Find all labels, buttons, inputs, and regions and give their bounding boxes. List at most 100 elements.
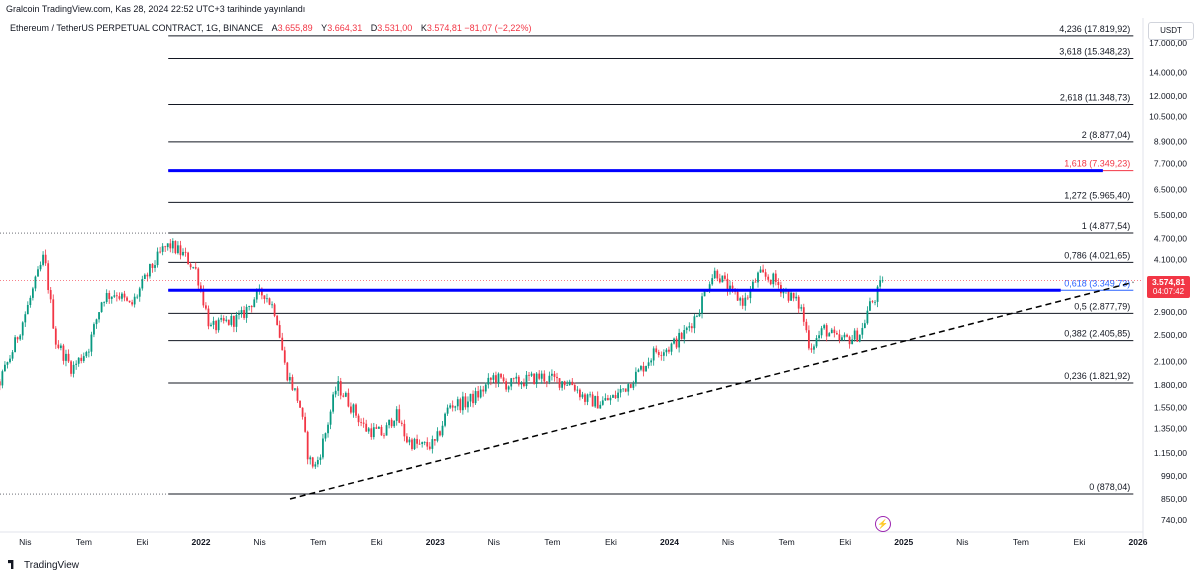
price-tick-label: 14.000,00 bbox=[1149, 68, 1187, 78]
candle-body bbox=[846, 334, 848, 337]
candle-body bbox=[739, 298, 742, 301]
candle-body bbox=[797, 296, 800, 309]
candle-body bbox=[413, 438, 416, 450]
price-tick-label: 5.500,00 bbox=[1154, 210, 1187, 220]
candle-body bbox=[212, 320, 215, 325]
candle-body bbox=[474, 391, 477, 404]
price-tick-label: 1.150,00 bbox=[1154, 448, 1187, 458]
candle-body bbox=[344, 392, 347, 397]
candle-body bbox=[838, 334, 841, 341]
candle-body bbox=[276, 315, 279, 326]
event-bolt-icon[interactable]: ⚡ bbox=[875, 516, 891, 532]
time-axis: Nis Tem Eki 2022 Nis Tem Eki 2023 Nis Tem Eki 2024 N… bbox=[0, 531, 1148, 547]
candle-body bbox=[52, 299, 55, 329]
published-caption: Gralcoin TradingView.com, Kas 28, 2024 2… bbox=[6, 4, 306, 14]
candle-body bbox=[680, 332, 683, 339]
candle-body bbox=[85, 352, 88, 357]
drawn-lines bbox=[168, 169, 1134, 500]
candle-body bbox=[128, 300, 131, 303]
candle-body bbox=[314, 464, 317, 467]
candle-body bbox=[795, 296, 798, 299]
price-tick-label: 10.500,00 bbox=[1149, 111, 1187, 121]
candle-body bbox=[19, 335, 22, 340]
candle-body bbox=[507, 386, 510, 390]
candle-body bbox=[123, 293, 126, 298]
trendline bbox=[289, 281, 1134, 500]
candle-body bbox=[517, 376, 520, 385]
candle-body bbox=[744, 297, 747, 306]
candle-body bbox=[584, 394, 586, 402]
candle-body bbox=[489, 377, 492, 380]
candle-body bbox=[879, 280, 882, 287]
fib-levels: 4,236 (17.819,92) 3,618 (15.348,23) 2,618 … bbox=[0, 24, 1143, 495]
candle-body bbox=[764, 272, 767, 277]
candle-body bbox=[469, 393, 472, 402]
candle-body bbox=[492, 375, 495, 380]
candle-body bbox=[528, 374, 530, 376]
candle-body bbox=[807, 330, 810, 349]
candle-body bbox=[622, 388, 625, 390]
candle-body bbox=[729, 285, 731, 292]
candle-body bbox=[451, 405, 454, 408]
candle-body bbox=[227, 319, 230, 325]
candle-body bbox=[378, 426, 380, 429]
candle-body bbox=[497, 373, 500, 383]
fib-label: 1,272 (5.965,40) bbox=[1064, 190, 1130, 200]
candle-body bbox=[42, 254, 44, 265]
candle-body bbox=[708, 284, 711, 291]
candle-body bbox=[6, 362, 9, 365]
candle-body bbox=[599, 404, 602, 409]
candle-body bbox=[612, 395, 614, 398]
candle-body bbox=[530, 373, 533, 376]
symbol-title[interactable]: Ethereum / TetherUS PERPETUAL CONTRACT, … bbox=[10, 23, 264, 33]
candle-body bbox=[398, 409, 401, 423]
currency-button[interactable]: USDT bbox=[1148, 22, 1194, 40]
candle-body bbox=[606, 398, 609, 401]
low-label: D bbox=[370, 23, 378, 33]
candle-body bbox=[238, 314, 240, 315]
candle-body bbox=[98, 312, 100, 320]
candle-body bbox=[372, 427, 375, 438]
candle-body bbox=[95, 319, 98, 325]
candle-body bbox=[512, 378, 515, 380]
candle-body bbox=[657, 352, 660, 355]
candle-body bbox=[426, 441, 429, 447]
candle-body bbox=[311, 457, 314, 467]
candle-body bbox=[82, 356, 85, 361]
time-tick-label: Tem bbox=[779, 537, 795, 547]
candle-body bbox=[563, 381, 566, 386]
fib-label: 2,618 (11.348,73) bbox=[1060, 93, 1130, 103]
candle-body bbox=[596, 396, 599, 409]
candle-body bbox=[408, 439, 411, 443]
candle-body bbox=[556, 376, 558, 379]
candle-body bbox=[362, 422, 365, 424]
candle-body bbox=[44, 254, 47, 264]
candle-body bbox=[749, 289, 752, 299]
candle-body bbox=[688, 326, 691, 328]
candle-body bbox=[278, 325, 281, 338]
candle-body bbox=[149, 263, 151, 277]
candle-body bbox=[416, 438, 418, 444]
candle-body bbox=[29, 297, 32, 306]
candle-body bbox=[24, 314, 27, 323]
candle-body bbox=[403, 423, 406, 437]
price-tick-label: 17.000,00 bbox=[1149, 38, 1187, 48]
brand-footer: TradingView bbox=[0, 556, 79, 575]
candle-body bbox=[225, 319, 228, 321]
candle-body bbox=[360, 422, 363, 424]
candle-body bbox=[614, 395, 617, 399]
candle-body bbox=[133, 296, 136, 305]
candle-body bbox=[138, 288, 141, 297]
price-tick-label: 12.000,00 bbox=[1149, 91, 1187, 101]
candle-body bbox=[271, 304, 273, 306]
candle-body bbox=[660, 354, 663, 356]
candle-body bbox=[645, 365, 647, 372]
candle-body bbox=[624, 388, 627, 392]
candle-body bbox=[57, 344, 60, 348]
candle-body bbox=[662, 352, 665, 356]
candle-body bbox=[520, 383, 523, 385]
candle-body bbox=[250, 305, 253, 308]
candle-body bbox=[67, 353, 70, 362]
candle-body bbox=[634, 371, 637, 384]
